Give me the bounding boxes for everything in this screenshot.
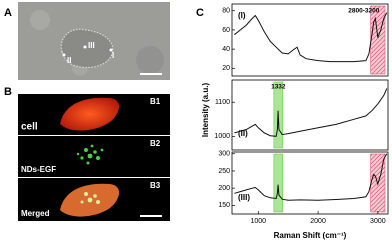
y-tick-label: 1000 [214, 133, 230, 140]
y-tick-label: 40 [222, 46, 230, 53]
x-tick-label: 3000 [370, 218, 386, 225]
spectrum-line [234, 88, 388, 137]
plot-frame [231, 151, 389, 215]
y-tick-label: 200 [218, 185, 230, 192]
highlight-band [273, 153, 284, 213]
x-tick-label: 2000 [310, 218, 326, 225]
subpanel-id: B2 [150, 139, 161, 148]
micrograph [18, 136, 170, 177]
caption: Merged [21, 209, 50, 218]
highlight-band [370, 5, 386, 75]
spectrum-label: (II) [238, 129, 248, 138]
spectrum-line [234, 153, 388, 201]
x-axis-label: Raman Shift (cm⁻¹) [274, 231, 347, 240]
panel-label: A [4, 7, 12, 19]
y-axis-label: Intensity (a.u.) [201, 83, 210, 138]
spectrum-label: (I) [238, 11, 246, 20]
panel-label: B [4, 86, 12, 98]
marker: I [112, 51, 114, 60]
subpanel-id: B3 [150, 181, 161, 190]
annotation: 1332 [271, 84, 286, 91]
spectrum-label: (III) [238, 193, 250, 202]
y-tick-label: 300 [218, 151, 230, 158]
cell-outline [60, 28, 114, 69]
marker: III [88, 41, 95, 50]
plot-frame [231, 79, 389, 151]
panel-label: C [196, 7, 204, 19]
marker: II [67, 56, 71, 65]
annotation: 2800-3200 [348, 8, 379, 15]
caption: NDs-EGF [21, 165, 56, 174]
y-tick-label: 150 [218, 202, 230, 209]
y-tick-label: 20 [222, 65, 230, 72]
caption: cell [21, 122, 38, 133]
y-tick-label: 1100 [215, 99, 230, 106]
subpanel-id: B1 [150, 97, 161, 106]
x-tick-label: 1000 [251, 218, 267, 225]
plot-frame [231, 3, 389, 77]
scale-bar [140, 73, 162, 75]
spectrum-line [234, 12, 388, 63]
y-tick-label: 250 [218, 168, 230, 175]
y-tick-label: 80 [222, 8, 230, 15]
scale-bar [140, 215, 162, 217]
y-tick-label: 60 [222, 27, 230, 34]
